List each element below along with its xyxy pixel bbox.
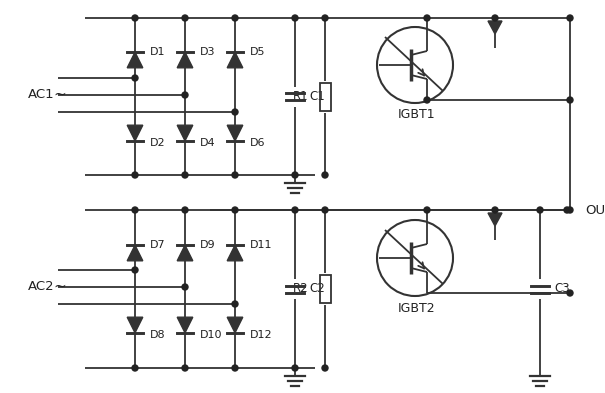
Circle shape xyxy=(232,365,238,371)
Text: D9: D9 xyxy=(200,240,215,250)
Text: D5: D5 xyxy=(250,47,266,57)
Text: D7: D7 xyxy=(150,240,166,250)
Circle shape xyxy=(232,15,238,21)
Circle shape xyxy=(232,207,238,213)
Polygon shape xyxy=(177,125,193,141)
Circle shape xyxy=(322,15,328,21)
Polygon shape xyxy=(177,317,193,333)
Circle shape xyxy=(292,15,298,21)
Polygon shape xyxy=(488,213,502,226)
Circle shape xyxy=(567,97,573,103)
Text: D4: D4 xyxy=(200,138,215,148)
Circle shape xyxy=(182,92,188,98)
Circle shape xyxy=(132,75,138,81)
Polygon shape xyxy=(227,317,243,333)
Text: IGBT1: IGBT1 xyxy=(398,108,436,121)
Circle shape xyxy=(182,15,188,21)
Polygon shape xyxy=(127,317,143,333)
Text: D1: D1 xyxy=(150,47,166,57)
Circle shape xyxy=(132,267,138,273)
Circle shape xyxy=(182,207,188,213)
Bar xyxy=(319,275,330,303)
Bar xyxy=(319,83,330,110)
Text: OUT: OUT xyxy=(585,204,605,217)
Circle shape xyxy=(292,172,298,178)
Polygon shape xyxy=(227,52,243,68)
Text: D6: D6 xyxy=(250,138,266,148)
Text: D11: D11 xyxy=(250,240,272,250)
Text: IGBT2: IGBT2 xyxy=(398,301,436,314)
Text: D2: D2 xyxy=(150,138,166,148)
Circle shape xyxy=(132,172,138,178)
Text: R1: R1 xyxy=(293,90,309,103)
Text: D3: D3 xyxy=(200,47,215,57)
Polygon shape xyxy=(127,52,143,68)
Circle shape xyxy=(567,15,573,21)
Circle shape xyxy=(132,207,138,213)
Circle shape xyxy=(424,15,430,21)
Circle shape xyxy=(292,207,298,213)
Polygon shape xyxy=(227,125,243,141)
Text: D10: D10 xyxy=(200,330,223,340)
Circle shape xyxy=(292,365,298,371)
Circle shape xyxy=(567,290,573,296)
Circle shape xyxy=(492,207,498,213)
Polygon shape xyxy=(127,125,143,141)
Polygon shape xyxy=(488,21,502,34)
Text: D12: D12 xyxy=(250,330,273,340)
Text: R2: R2 xyxy=(293,283,309,296)
Circle shape xyxy=(232,301,238,307)
Text: C1: C1 xyxy=(309,90,325,103)
Circle shape xyxy=(322,207,328,213)
Text: ~: ~ xyxy=(53,279,66,294)
Polygon shape xyxy=(127,245,143,261)
Circle shape xyxy=(232,109,238,115)
Circle shape xyxy=(567,207,573,213)
Polygon shape xyxy=(227,245,243,261)
Circle shape xyxy=(182,172,188,178)
Text: D8: D8 xyxy=(150,330,166,340)
Polygon shape xyxy=(177,52,193,68)
Circle shape xyxy=(132,15,138,21)
Text: AC2: AC2 xyxy=(28,281,54,294)
Text: AC1: AC1 xyxy=(28,88,54,101)
Text: C2: C2 xyxy=(309,283,325,296)
Circle shape xyxy=(182,284,188,290)
Circle shape xyxy=(322,172,328,178)
Text: ~: ~ xyxy=(53,86,66,101)
Circle shape xyxy=(537,207,543,213)
Circle shape xyxy=(322,365,328,371)
Polygon shape xyxy=(177,245,193,261)
Circle shape xyxy=(564,207,570,213)
Text: C3: C3 xyxy=(554,283,570,296)
Circle shape xyxy=(424,207,430,213)
Circle shape xyxy=(132,365,138,371)
Circle shape xyxy=(182,365,188,371)
Circle shape xyxy=(424,97,430,103)
Circle shape xyxy=(232,172,238,178)
Circle shape xyxy=(492,15,498,21)
